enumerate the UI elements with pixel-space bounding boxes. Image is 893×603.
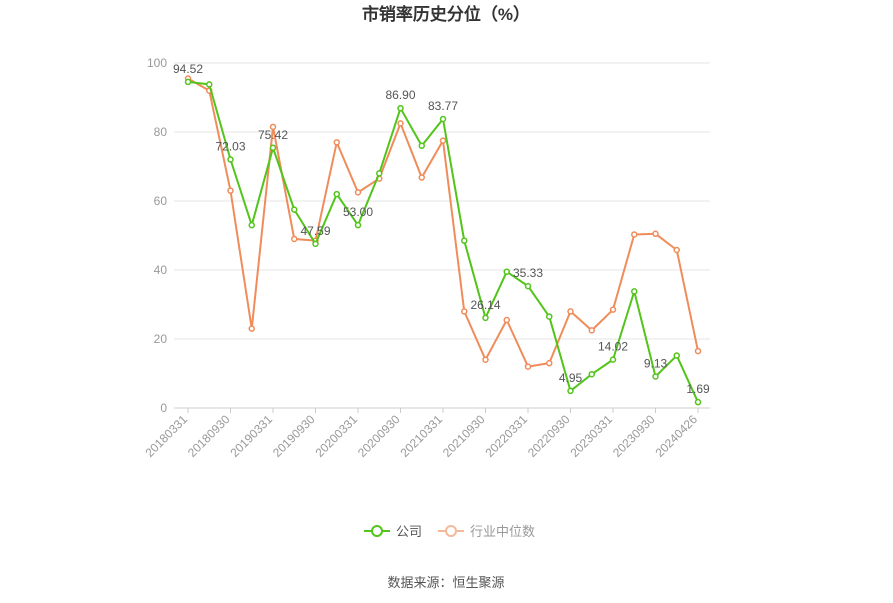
data-point [524, 282, 532, 290]
x-tick-label: 20240426 [652, 412, 700, 460]
data-point [439, 137, 447, 144]
data-point [227, 156, 234, 163]
data-point [631, 231, 638, 238]
x-tick-label: 20190331 [227, 412, 275, 460]
data-point [482, 356, 489, 363]
x-tick-label: 20220331 [482, 412, 530, 460]
data-point [248, 325, 255, 332]
data-label: 1.69 [686, 382, 710, 396]
x-tick-label: 20230331 [567, 412, 615, 460]
data-point [694, 347, 702, 355]
data-point [354, 189, 362, 196]
data-point [291, 206, 298, 213]
data-point [439, 115, 447, 123]
x-tick-label: 20180331 [142, 412, 190, 460]
data-point [248, 221, 255, 229]
y-tick-label: 80 [154, 125, 168, 139]
legend-swatch-marker[interactable] [371, 525, 383, 537]
data-point [184, 78, 192, 86]
x-tick-label: 20200331 [312, 412, 360, 460]
legend-label[interactable]: 行业中位数 [470, 524, 535, 539]
x-tick-label: 20190930 [270, 412, 318, 460]
x-tick-label: 20210930 [440, 412, 488, 460]
data-point [461, 308, 468, 315]
data-label: 47.59 [300, 224, 330, 238]
data-point [354, 221, 362, 229]
x-tick-label: 20210331 [397, 412, 445, 460]
data-point [376, 170, 383, 177]
y-tick-label: 60 [154, 194, 168, 208]
data-point [418, 142, 425, 150]
data-label: 75.42 [258, 128, 288, 142]
y-tick-label: 0 [160, 401, 167, 415]
data-point [652, 373, 659, 380]
x-tick-label: 20220930 [525, 412, 573, 460]
data-point [503, 316, 510, 324]
data-label: 9.13 [644, 357, 668, 371]
data-label: 72.03 [215, 139, 245, 153]
data-point [609, 306, 617, 313]
y-tick-label: 20 [154, 332, 168, 346]
x-tick-label: 20230930 [610, 412, 658, 460]
y-tick-label: 100 [147, 56, 167, 70]
data-point [269, 123, 277, 131]
chart-title: 市销率历史分位（%） [362, 4, 530, 24]
data-point [503, 268, 510, 275]
data-label: 26.14 [470, 298, 500, 312]
y-tick-label: 40 [154, 263, 168, 277]
data-point [482, 314, 489, 322]
data-point [227, 187, 234, 194]
data-point [524, 363, 532, 370]
data-point [609, 356, 617, 363]
data-point [673, 246, 680, 254]
series-lines [184, 75, 702, 406]
data-point [567, 387, 574, 395]
axes: 0 20 40 60 80 100 2018033120180930201903312019… [142, 56, 710, 460]
data-point [694, 398, 702, 406]
x-tick-label: 20180930 [185, 412, 233, 460]
data-label: 53.00 [343, 205, 373, 219]
data-label: 14.02 [598, 340, 628, 354]
data-label: 35.33 [513, 266, 543, 280]
data-label: 83.77 [428, 99, 458, 113]
data-point [546, 313, 553, 320]
data-point [588, 327, 595, 334]
data-point [461, 237, 468, 244]
data-label: 94.52 [173, 62, 203, 76]
legend-swatch-marker[interactable] [445, 525, 457, 537]
data-labels: 94.52 72.03 75.42 47.59 53.00 86.90 83.77 26.14… [173, 62, 710, 396]
legend[interactable]: 公司 行业中位数 [364, 524, 535, 539]
data-point [333, 190, 340, 198]
data-point [333, 139, 340, 146]
data-point [546, 359, 553, 367]
data-point [269, 144, 277, 152]
data-point [397, 120, 404, 127]
data-label: 86.90 [385, 88, 415, 102]
data-point [631, 288, 638, 295]
grid [174, 62, 710, 340]
data-point [291, 235, 298, 243]
legend-label[interactable]: 公司 [396, 524, 422, 539]
source-note: 数据来源：恒生聚源 [387, 575, 504, 590]
data-label: 4.95 [559, 371, 583, 385]
data-point [673, 352, 680, 359]
data-point [652, 230, 659, 238]
x-tick-label: 20200930 [355, 412, 403, 460]
data-point [588, 370, 595, 378]
data-point [206, 81, 213, 88]
data-point [418, 174, 425, 181]
data-point [397, 104, 404, 112]
data-point [567, 308, 574, 315]
data-point [312, 240, 319, 248]
